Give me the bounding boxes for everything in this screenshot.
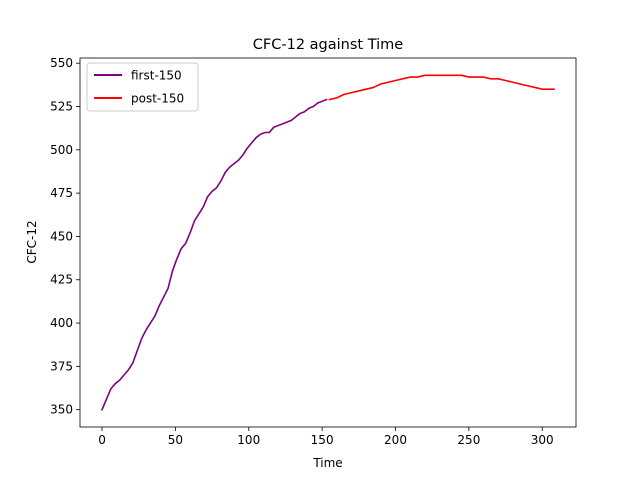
y-tick-label: 550 bbox=[50, 56, 73, 70]
legend: first-150 post-150 bbox=[86, 62, 199, 112]
series-line-first-150 bbox=[100, 98, 328, 411]
y-tick-label: 500 bbox=[50, 143, 73, 157]
x-tick-label: 300 bbox=[531, 433, 554, 447]
y-tick-label: 475 bbox=[50, 186, 73, 200]
y-axis-title: CFC-12 bbox=[25, 220, 39, 263]
y-tick-label: 400 bbox=[50, 316, 73, 330]
y-axis-ticks: 350 375 400 425 450 475 500 525 550 bbox=[50, 56, 80, 417]
y-tick-label: 350 bbox=[50, 403, 73, 417]
axes-frame bbox=[79, 57, 577, 428]
plot-area bbox=[80, 58, 576, 427]
x-axis-title: Time bbox=[312, 456, 342, 470]
series-line-post-150 bbox=[328, 74, 555, 101]
y-tick-label: 525 bbox=[50, 100, 73, 114]
legend-label-first-150: first-150 bbox=[131, 69, 182, 83]
x-axis-ticks: 0 50 100 150 200 250 300 bbox=[98, 427, 554, 447]
x-tick-label: 50 bbox=[168, 433, 183, 447]
x-tick-label: 200 bbox=[384, 433, 407, 447]
legend-label-post-150: post-150 bbox=[131, 92, 184, 106]
y-tick-label: 425 bbox=[50, 273, 73, 287]
x-tick-label: 0 bbox=[98, 433, 106, 447]
chart-title: CFC-12 against Time bbox=[253, 37, 403, 53]
x-tick-label: 150 bbox=[311, 433, 334, 447]
y-tick-label: 375 bbox=[50, 359, 73, 373]
y-tick-label: 450 bbox=[50, 229, 73, 243]
series-layer bbox=[100, 74, 555, 411]
x-tick-label: 250 bbox=[457, 433, 480, 447]
x-tick-label: 100 bbox=[237, 433, 260, 447]
